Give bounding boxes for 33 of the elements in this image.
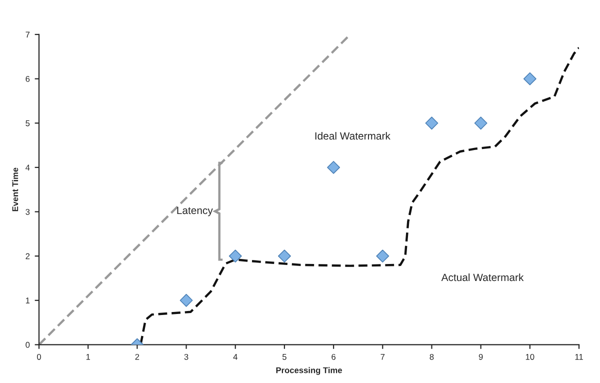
x-tick-label: 9 [478, 354, 483, 360]
x-tick-label: 3 [184, 354, 188, 360]
point [327, 160, 340, 174]
y-axis-title: Event Time [12, 168, 18, 212]
annotation: Actual Watermark [441, 273, 524, 282]
y-tick-label: 6 [26, 76, 30, 82]
x-tick-label: 6 [332, 354, 336, 360]
point [228, 250, 242, 263]
point [180, 294, 193, 307]
point [474, 116, 488, 130]
x-tick-label: 7 [380, 354, 385, 360]
annotation: Latency [177, 206, 213, 216]
x-tick-label: 1 [86, 354, 90, 360]
y-tick-label: 7 [26, 32, 30, 38]
point [425, 116, 438, 130]
y-tick-label: 0 [26, 342, 30, 348]
x-tick-label: 4 [233, 354, 238, 360]
point [278, 250, 291, 263]
y-tick-label: 1 [26, 298, 30, 304]
y-tick-label: 5 [26, 120, 30, 126]
x-tick-label: 0 [37, 354, 41, 360]
y-tick-label: 2 [26, 253, 30, 260]
annotation: Ideal Watermark [315, 132, 390, 140]
x-axis-title: Processing Time [276, 367, 342, 375]
point [376, 250, 390, 263]
point [523, 72, 536, 86]
x-tick-label: 2 [135, 354, 140, 360]
y-tick-label: 3 [26, 208, 30, 215]
y-tick-label: 4 [26, 164, 30, 170]
x-tick-label: 11 [575, 354, 583, 360]
x-tick-label: 5 [282, 354, 286, 360]
x-tick-label: 10 [526, 354, 534, 360]
x-tick-label: 8 [430, 354, 434, 360]
